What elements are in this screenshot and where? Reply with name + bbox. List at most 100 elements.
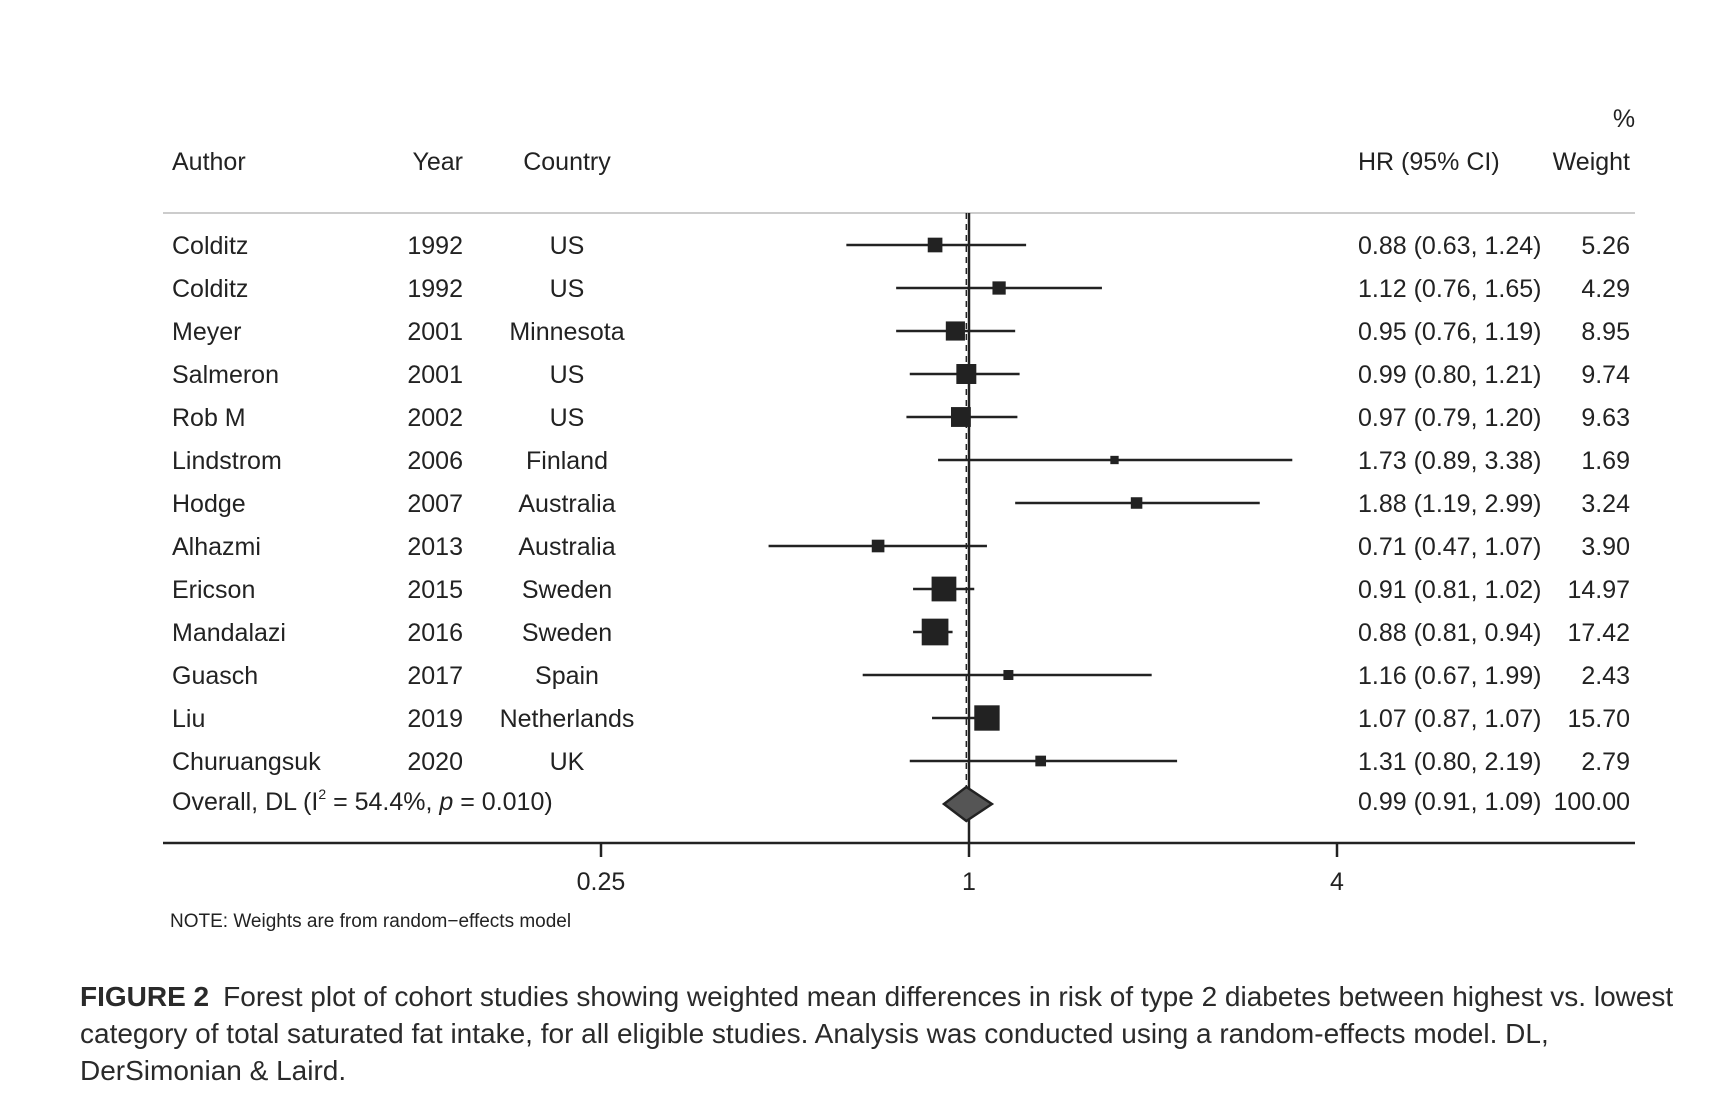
study-hr-ci: 1.88 (1.19, 2.99) xyxy=(1358,490,1541,518)
point-estimate-square xyxy=(950,407,971,427)
study-year: 2016 xyxy=(407,619,463,647)
figure-caption: FIGURE 2 Forest plot of cohort studies sh… xyxy=(80,978,1680,1089)
study-year: 2001 xyxy=(407,361,463,389)
study-author: Meyer xyxy=(172,318,241,346)
study-author: Liu xyxy=(172,705,205,733)
study-author: Salmeron xyxy=(172,361,279,389)
header-author: Author xyxy=(172,148,246,176)
forest-plot: % Author Year Country HR (95% CI) Weight… xyxy=(163,105,1635,932)
study-weight: 5.26 xyxy=(1581,232,1630,260)
x-tick-label: 1 xyxy=(962,868,976,896)
study-year: 2001 xyxy=(407,318,463,346)
point-estimate-square xyxy=(1035,755,1047,767)
study-author: Alhazmi xyxy=(172,533,261,561)
point-estimate-square xyxy=(956,364,977,384)
study-country: Sweden xyxy=(522,619,612,647)
study-weight: 3.24 xyxy=(1581,490,1630,518)
study-country: Sweden xyxy=(522,576,612,604)
study-hr-ci: 0.97 (0.79, 1.20) xyxy=(1358,404,1541,432)
point-estimate-square xyxy=(871,539,885,553)
study-hr-ci: 1.31 (0.80, 2.19) xyxy=(1358,748,1541,776)
study-hr-ci: 0.88 (0.63, 1.24) xyxy=(1358,232,1541,260)
study-author: Ericson xyxy=(172,576,255,604)
x-axis-ticks: 0.25 1 4 xyxy=(577,843,1344,896)
study-weight: 17.42 xyxy=(1567,619,1630,647)
study-year: 1992 xyxy=(407,275,463,303)
study-weight: 8.95 xyxy=(1581,318,1630,346)
study-weight: 14.97 xyxy=(1567,576,1630,604)
study-country: Minnesota xyxy=(509,318,624,346)
overall-label: Overall, DL (I2 = 54.4%, p = 0.010) xyxy=(172,786,553,816)
study-hr-ci: 0.99 (0.80, 1.21) xyxy=(1358,361,1541,389)
study-year: 2019 xyxy=(407,705,463,733)
footnote: NOTE: Weights are from random−effects mo… xyxy=(170,911,571,932)
study-hr-ci: 1.07 (0.87, 1.07) xyxy=(1358,705,1541,733)
study-weight: 9.74 xyxy=(1581,361,1630,389)
study-country: US xyxy=(550,232,585,260)
study-hr-ci: 1.73 (0.89, 3.38) xyxy=(1358,447,1541,475)
study-hr-ci: 0.88 (0.81, 0.94) xyxy=(1358,619,1541,647)
study-weight: 2.79 xyxy=(1581,748,1630,776)
study-author: Colditz xyxy=(172,232,248,260)
study-hr-ci: 1.16 (0.67, 1.99) xyxy=(1358,662,1541,690)
overall-label-end: = 0.010) xyxy=(453,788,552,816)
point-estimate-square xyxy=(931,576,957,602)
study-hr-ci: 0.91 (0.81, 1.02) xyxy=(1358,576,1541,604)
study-rows: Colditz 1992 US 0.88 (0.63, 1.24) 5.26 Coldit… xyxy=(172,232,1630,776)
header-weight: Weight xyxy=(1553,148,1630,176)
point-estimate-square xyxy=(945,321,965,341)
caption-label: FIGURE 2 xyxy=(80,981,210,1012)
study-author: Rob M xyxy=(172,404,246,432)
study-country: Spain xyxy=(535,662,599,690)
overall-hr-ci: 0.99 (0.91, 1.09) xyxy=(1358,788,1541,816)
study-author: Churuangsuk xyxy=(172,748,321,776)
point-estimate-square xyxy=(1130,497,1143,509)
header-country: Country xyxy=(523,148,611,176)
study-author: Mandalazi xyxy=(172,619,286,647)
x-tick-label: 4 xyxy=(1330,868,1344,896)
study-country: US xyxy=(550,361,585,389)
study-weight: 3.90 xyxy=(1581,533,1630,561)
study-country: Finland xyxy=(526,447,608,475)
overall-label-superscript: 2 xyxy=(318,786,326,802)
study-hr-ci: 0.71 (0.47, 1.07) xyxy=(1358,533,1541,561)
study-weight: 2.43 xyxy=(1581,662,1630,690)
header-year: Year xyxy=(412,148,463,176)
point-estimate-square xyxy=(974,705,1000,731)
caption-text: Forest plot of cohort studies showing we… xyxy=(80,981,1674,1086)
header-hr-ci: HR (95% CI) xyxy=(1358,148,1500,176)
study-year: 2006 xyxy=(407,447,463,475)
overall-label-middle: = 54.4%, xyxy=(326,788,439,816)
overall-label-p: p xyxy=(438,788,453,816)
study-year: 2015 xyxy=(407,576,463,604)
study-author: Guasch xyxy=(172,662,258,690)
study-year: 2017 xyxy=(407,662,463,690)
study-weight: 9.63 xyxy=(1581,404,1630,432)
study-year: 2002 xyxy=(407,404,463,432)
study-country: UK xyxy=(550,748,585,776)
study-author: Hodge xyxy=(172,490,246,518)
study-hr-ci: 0.95 (0.76, 1.19) xyxy=(1358,318,1541,346)
point-estimate-square xyxy=(1003,670,1014,680)
study-weight: 1.69 xyxy=(1581,447,1630,475)
study-weight: 15.70 xyxy=(1567,705,1630,733)
study-year: 2013 xyxy=(407,533,463,561)
point-estimate-square xyxy=(1110,455,1119,465)
study-country: Australia xyxy=(518,533,615,561)
point-estimate-square xyxy=(927,237,943,253)
study-year: 2007 xyxy=(407,490,463,518)
study-country: Australia xyxy=(518,490,615,518)
study-country: Netherlands xyxy=(500,705,635,733)
x-tick-label: 0.25 xyxy=(577,868,626,896)
study-country: US xyxy=(550,404,585,432)
study-year: 1992 xyxy=(407,232,463,260)
point-estimate-square xyxy=(992,281,1006,295)
study-author: Colditz xyxy=(172,275,248,303)
point-estimate-square xyxy=(921,618,949,646)
study-weight: 4.29 xyxy=(1581,275,1630,303)
overall-weight: 100.00 xyxy=(1554,788,1630,816)
study-hr-ci: 1.12 (0.76, 1.65) xyxy=(1358,275,1541,303)
overall-label-prefix: Overall, DL (I xyxy=(172,788,318,816)
study-year: 2020 xyxy=(407,748,463,776)
header-weight-percent: % xyxy=(1613,105,1635,133)
